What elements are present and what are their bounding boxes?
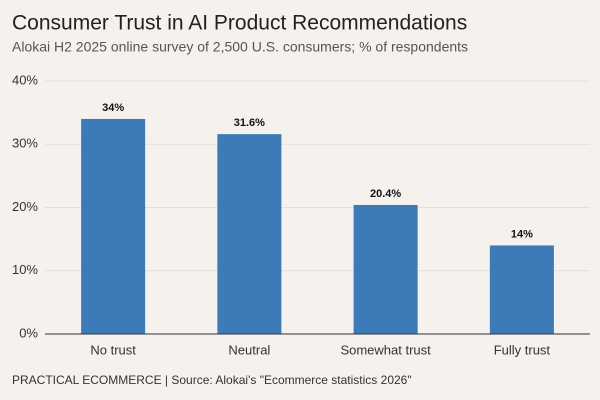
y-tick-label: 0%: [19, 325, 38, 340]
bar: [353, 204, 418, 334]
chart-source: PRACTICAL ECOMMERCE | Source: Alokai's "…: [12, 373, 412, 387]
value-label: 31.6%: [234, 117, 265, 129]
bar: [217, 134, 282, 334]
bar: [489, 245, 554, 334]
value-label: 20.4%: [370, 188, 401, 200]
y-tick-label: 10%: [12, 262, 38, 277]
bar: [81, 118, 146, 334]
chart-title: Consumer Trust in AI Product Recommendat…: [12, 12, 467, 35]
value-label: 14%: [511, 228, 533, 240]
chart-subtitle: Alokai H2 2025 online survey of 2,500 U.…: [12, 39, 468, 55]
y-tick-label: 30%: [12, 136, 38, 151]
x-tick-label: Somewhat trust: [340, 342, 431, 357]
y-tick-label: 20%: [12, 199, 38, 214]
x-tick-label: Neutral: [228, 342, 270, 357]
x-tick-label: Fully trust: [494, 342, 551, 357]
value-label: 34%: [102, 102, 124, 114]
y-tick-label: 40%: [12, 72, 38, 87]
x-tick-label: No trust: [90, 342, 136, 357]
